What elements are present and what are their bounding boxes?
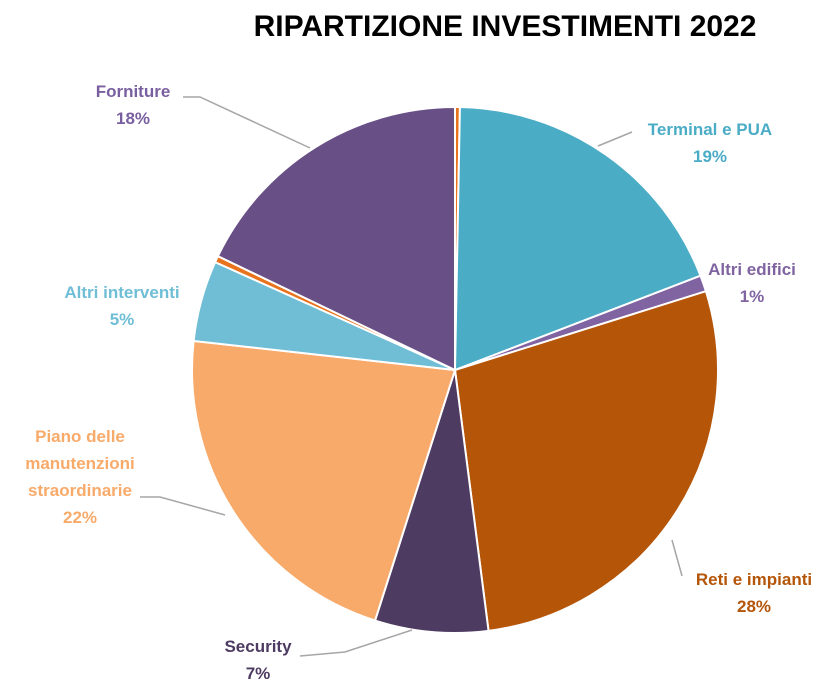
pie-slice [216,105,456,372]
slice-label: Altri edifici [708,260,796,279]
slice-label: Reti e impianti [695,570,813,589]
pie-slice [453,106,702,372]
slice-value-label: 18% [115,109,151,128]
pie-slice [191,339,457,622]
slice-value-label: 22% [62,508,98,527]
slice-label: Forniture [95,82,171,101]
slice-value-label: 28% [736,597,772,616]
leader-line [140,496,226,516]
chart-title: RIPARTIZIONE INVESTIMENTI 2022 [253,10,757,43]
slice-label: Altri interventi [64,283,180,302]
leader-line [183,96,311,149]
slice-label: Piano delle manutenzioni straordinarie [25,427,135,500]
leader-line [299,629,413,657]
slice-value-label: 19% [692,147,728,166]
pie-slice [453,289,719,632]
leader-line [671,539,683,577]
slice-label: Terminal e PUA [647,120,773,139]
leader-line [597,131,633,147]
pie-slice [373,369,490,634]
slice-label: Security [224,637,292,656]
slice-value-label: 7% [245,664,271,683]
slice-value-label: 5% [109,310,135,329]
slice-value-label: 1% [739,287,765,306]
